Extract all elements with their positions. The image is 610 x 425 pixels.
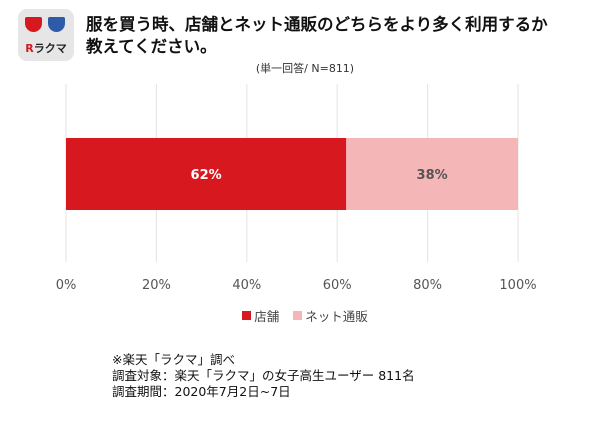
logo-mark: R [25,42,34,55]
logo-wordmark: ラクマ [33,42,67,55]
legend-item-1: 店舗 [242,306,279,325]
legend-label: 店舗 [254,309,280,324]
logo-text: Rラクマ [18,40,74,56]
bar-segment-2 [346,138,518,210]
chart-legend: 店舗 ネット通販 [0,306,610,325]
blue-cup-icon [48,17,65,32]
footnote-source: ※楽天「ラクマ」調べ [112,352,235,367]
title-line-2: 教えてください。 [86,37,217,56]
rakuma-logo: Rラクマ [18,9,74,61]
footnote-target: 調査対象：楽天「ラクマ」の女子高生ユーザー 811名 [112,368,415,383]
x-tick-label: 60% [323,278,352,293]
bar-segment-1 [66,138,347,210]
x-tick-label: 80% [413,278,442,293]
sample-note: (単一回答/ N=811) [255,62,355,75]
legend-item-2: ネット通販 [293,306,368,325]
x-tick-label: 20% [142,278,171,293]
legend-label: ネット通販 [305,309,368,324]
x-tick-label: 40% [232,278,261,293]
survey-footnote: ※楽天「ラクマ」調べ 調査対象：楽天「ラクマ」の女子高生ユーザー 811名 調査… [112,352,415,400]
footnote-period: 調査期間：2020年7月2日~7日 [112,384,291,399]
x-tick-label: 100% [499,278,536,293]
red-cup-icon [25,17,42,32]
page-title: 服を買う時、店舗とネット通販のどちらをより多く利用するか 教えてください。 [86,14,601,58]
title-line-1: 服を買う時、店舗とネット通販のどちらをより多く利用するか [86,15,548,34]
data-label: 62% [191,168,222,183]
x-tick-label: 0% [56,278,77,293]
legend-swatch [242,311,252,320]
data-label: 38% [417,168,448,183]
legend-swatch [293,311,303,320]
